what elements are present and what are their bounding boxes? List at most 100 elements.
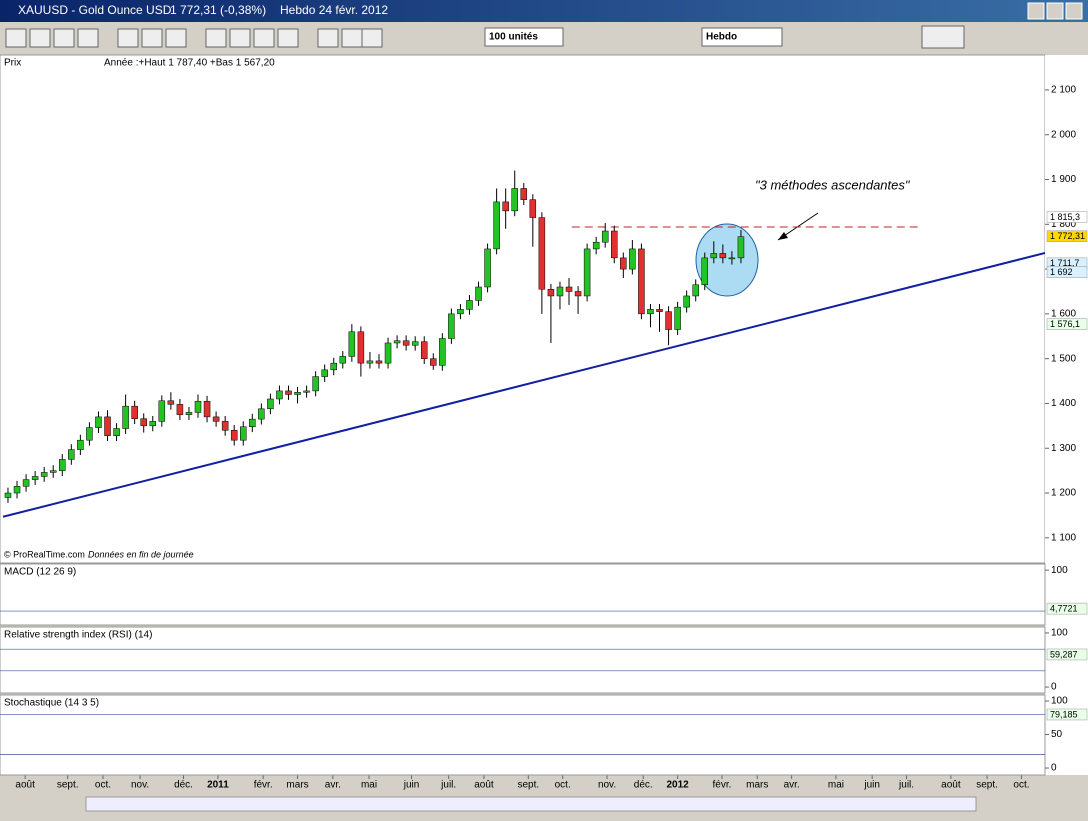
x-tick-label: juin [403, 780, 420, 791]
indicator-title: Stochastique (14 3 5) [4, 698, 99, 709]
candle-body [357, 331, 365, 364]
candle-body [439, 338, 446, 366]
title-bar [0, 0, 1088, 22]
price-label-box [1046, 211, 1088, 223]
last-value: 79,185 [1050, 709, 1078, 719]
candle-body [176, 404, 184, 415]
candle-body [411, 341, 419, 346]
candle-body [212, 416, 220, 422]
x-tick-label: août [474, 780, 494, 791]
candle-body [267, 398, 274, 410]
price-axis [1045, 55, 1088, 775]
last-value-box [1046, 708, 1088, 721]
x-tick-label: mai [828, 780, 844, 791]
candle-body [22, 479, 30, 487]
candle-body [203, 400, 211, 418]
units-select[interactable] [484, 27, 564, 47]
candle-body [547, 288, 555, 297]
x-tick-label: sept. [976, 780, 998, 791]
candle-body [221, 421, 229, 431]
candle-body [13, 486, 21, 494]
candle-body [294, 392, 301, 395]
candle-body [375, 360, 383, 364]
candle-body [4, 492, 12, 498]
candle-body [230, 430, 238, 441]
chart-type-button[interactable] [921, 25, 965, 49]
candle-body [511, 188, 518, 212]
candle-body [366, 360, 374, 364]
x-tick-label: juin [863, 780, 880, 791]
candle-body [240, 426, 247, 441]
credit: © ProRealTime.com [4, 549, 85, 559]
price-label: 1 815,3 [1050, 212, 1080, 222]
candle-body [59, 459, 66, 471]
candle-body [583, 248, 591, 297]
indicator-title: MACD (12 26 9) [4, 567, 76, 578]
candle-body [122, 405, 129, 429]
y-tick-label: 1 400 [1051, 398, 1076, 409]
y-tick-label: 2 000 [1051, 129, 1076, 140]
x-tick-label: déc. [634, 780, 653, 791]
candle-body [149, 421, 157, 427]
price-label: 1 692 [1050, 267, 1073, 277]
candle-body [430, 358, 437, 366]
y-tick-label: 100 [1051, 696, 1068, 707]
candle-body [656, 309, 663, 312]
y-tick-label: 0 [1051, 682, 1057, 693]
candle-body [95, 416, 102, 428]
candle-body [692, 284, 699, 297]
x-tick-label: mars [746, 780, 768, 791]
x-tick-label: févr. [254, 780, 273, 791]
minimize[interactable] [1027, 2, 1045, 20]
price-panel [0, 54, 1046, 564]
candle-body [339, 356, 347, 364]
candle-body [49, 470, 57, 473]
panel-label: Prix [4, 58, 21, 69]
candle-body [68, 449, 75, 460]
indicator-panel [0, 563, 1046, 626]
y-tick-label: 1 500 [1051, 353, 1076, 364]
candle-body [77, 439, 84, 450]
candle-body [574, 291, 582, 297]
candle-body [638, 248, 645, 315]
maximize[interactable] [1046, 2, 1064, 20]
x-tick-label: avr. [325, 780, 341, 791]
candle-body [674, 306, 681, 330]
y-tick-label: 1 800 [1051, 219, 1076, 230]
arrow-head [778, 232, 788, 240]
close[interactable] [1065, 2, 1083, 20]
candle-body [167, 400, 175, 405]
x-tick-label: oct. [95, 780, 111, 791]
candle-body [601, 230, 609, 243]
candle-body [520, 188, 528, 200]
candle-body [592, 241, 600, 250]
candle-body [40, 472, 48, 477]
candle-body [565, 286, 573, 292]
candle-body [276, 390, 283, 400]
period-select[interactable] [701, 27, 783, 47]
y-tick-label: 100 [1051, 565, 1068, 576]
candle-body [683, 295, 690, 308]
candle-body [620, 257, 627, 270]
note: Données en fin de journée [88, 549, 194, 559]
candle-body [457, 309, 464, 315]
candle-body [710, 253, 718, 259]
candle-body [104, 416, 111, 436]
price-label: 1 711,7 [1050, 258, 1079, 268]
last-value: 59,287 [1050, 649, 1078, 659]
price: 1 772,31 (-0,38%) [170, 3, 266, 17]
period: Hebdo 24 févr. 2012 [280, 3, 388, 17]
candle-body [131, 405, 138, 419]
y-tick-label: 1 900 [1051, 174, 1076, 185]
candle-body [701, 257, 709, 286]
units: 100 unités [489, 32, 538, 43]
candle-body [113, 428, 120, 436]
range-info: Année :+Haut 1 787,40 +Bas 1 567,20 [104, 58, 275, 69]
x-tick-label: oct. [555, 780, 571, 791]
candle-body [728, 257, 736, 260]
candle-body [493, 201, 500, 250]
scrollbar[interactable] [85, 796, 977, 812]
y-tick-label: 50 [1051, 729, 1063, 740]
last-value-box [1046, 648, 1088, 661]
